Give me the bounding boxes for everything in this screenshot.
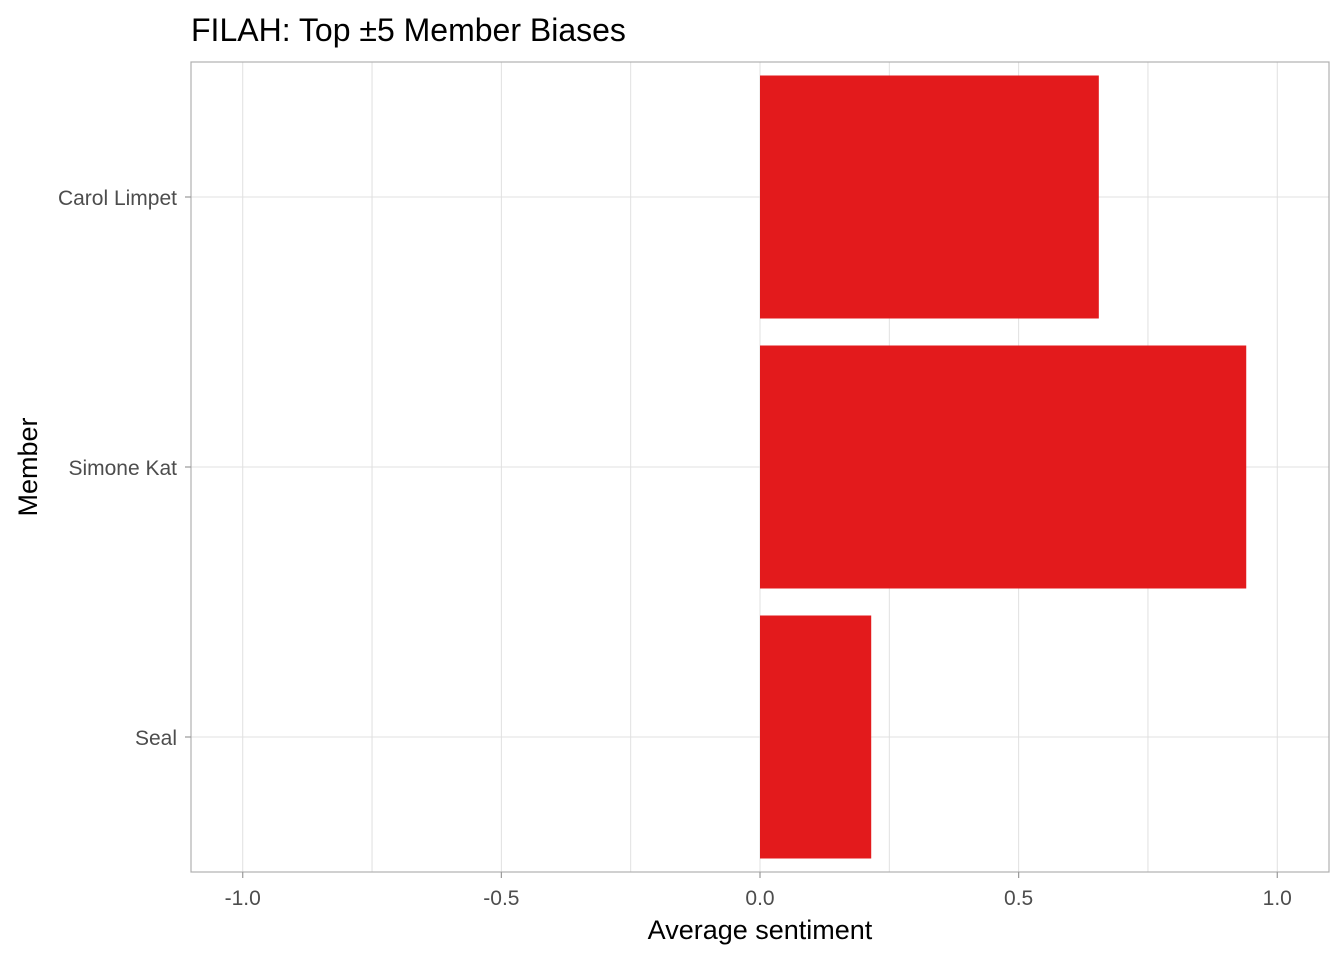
x-tick-label: -0.5	[483, 887, 519, 910]
y-tick-label: Seal	[135, 727, 177, 750]
x-tick-label: -1.0	[225, 887, 261, 910]
y-axis-title: Member	[13, 417, 43, 516]
x-axis-title: Average sentiment	[648, 915, 873, 945]
x-tick-label: 0.0	[745, 887, 774, 910]
bar-simone-kat	[760, 345, 1247, 589]
x-tick-label: 0.5	[1004, 887, 1033, 910]
y-tick-label: Carol Limpet	[58, 187, 177, 210]
chart-title: FILAH: Top ±5 Member Biases	[191, 12, 626, 48]
bar-carol-limpet	[760, 75, 1099, 319]
bar-seal	[760, 615, 872, 859]
y-tick-label: Simone Kat	[68, 457, 177, 480]
bars	[760, 75, 1247, 859]
axis-ticks: -1.0 -0.5 0.0 0.5 1.0 Carol Limpet Simone Kat S…	[58, 187, 1292, 910]
x-tick-label: 1.0	[1263, 887, 1292, 910]
